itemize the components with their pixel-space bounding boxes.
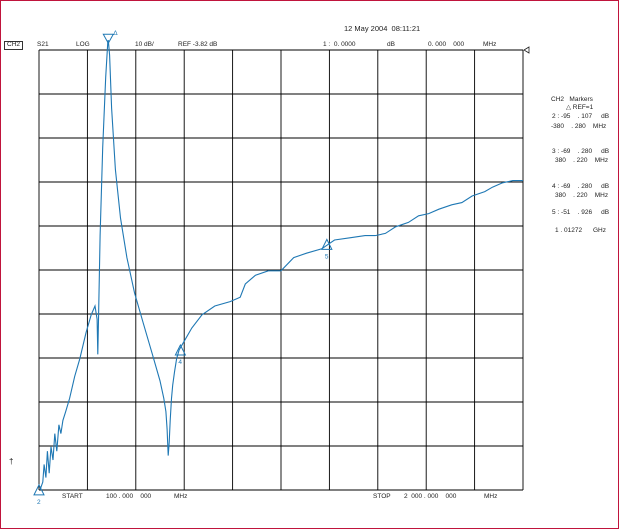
start-value: 100 . 000 000 <box>106 493 152 500</box>
marker-1-label: Δ <box>113 30 118 37</box>
stop-value: 2 000 . 000 000 <box>404 493 457 500</box>
stop-unit: MHz <box>484 493 498 500</box>
start-label: START <box>62 493 83 500</box>
marker-frequency: 0. 000 000 <box>428 41 465 48</box>
marker-row-line: 5 : -51 . 926 dB <box>552 209 610 216</box>
marker-4-label: 4 <box>178 359 182 366</box>
marker-readout-unit: dB <box>387 41 395 48</box>
start-unit: MHz <box>174 493 188 500</box>
stop-label: STOP <box>373 493 391 500</box>
grid-lines <box>38 49 524 491</box>
marker-layer: Δ 2 4 5 <box>33 30 333 506</box>
marker-row-line: 1 . 01272 GHz <box>555 227 606 234</box>
marker-4-triangle <box>174 343 187 356</box>
marker-5-label: 5 <box>325 253 329 260</box>
marker-row-line: 380 . 220 MHz <box>555 192 609 199</box>
timestamp: 12 May 2004 08:11:21 <box>344 24 421 33</box>
reference-level-arrow <box>523 46 530 54</box>
marker-5-triangle <box>321 238 333 250</box>
reference-label: REF -3.82 dB <box>178 41 218 48</box>
marker-frequency-unit: MHz <box>483 41 497 48</box>
marker-row-line: 3 : -69 . 280 dB <box>552 148 610 155</box>
marker-row-line: 2 : -95 . 107 dB <box>552 113 610 120</box>
trace-line <box>39 40 523 491</box>
marker-row-line: -380 . 280 MHz <box>551 123 607 130</box>
marker-panel-title: CH2 Markers <box>551 96 593 103</box>
format-label: LOG <box>76 41 90 48</box>
marker-2-triangle <box>33 483 45 496</box>
channel-label: CH2 <box>4 41 24 50</box>
marker-2-label: 2 <box>37 499 41 506</box>
scale-label: 10 dB/ <box>135 41 154 48</box>
marker-1-triangle <box>102 33 115 45</box>
marker-row-line: 4 : -69 . 280 dB <box>552 183 610 190</box>
marker-panel-ref: △ REF=1 <box>566 104 594 111</box>
marker-readout: 1 : 0. 0000 <box>323 41 356 48</box>
left-edge-glyph: † <box>9 457 14 466</box>
marker-row-line: 380 . 220 MHz <box>555 157 609 164</box>
parameter-label: S21 <box>37 41 49 48</box>
